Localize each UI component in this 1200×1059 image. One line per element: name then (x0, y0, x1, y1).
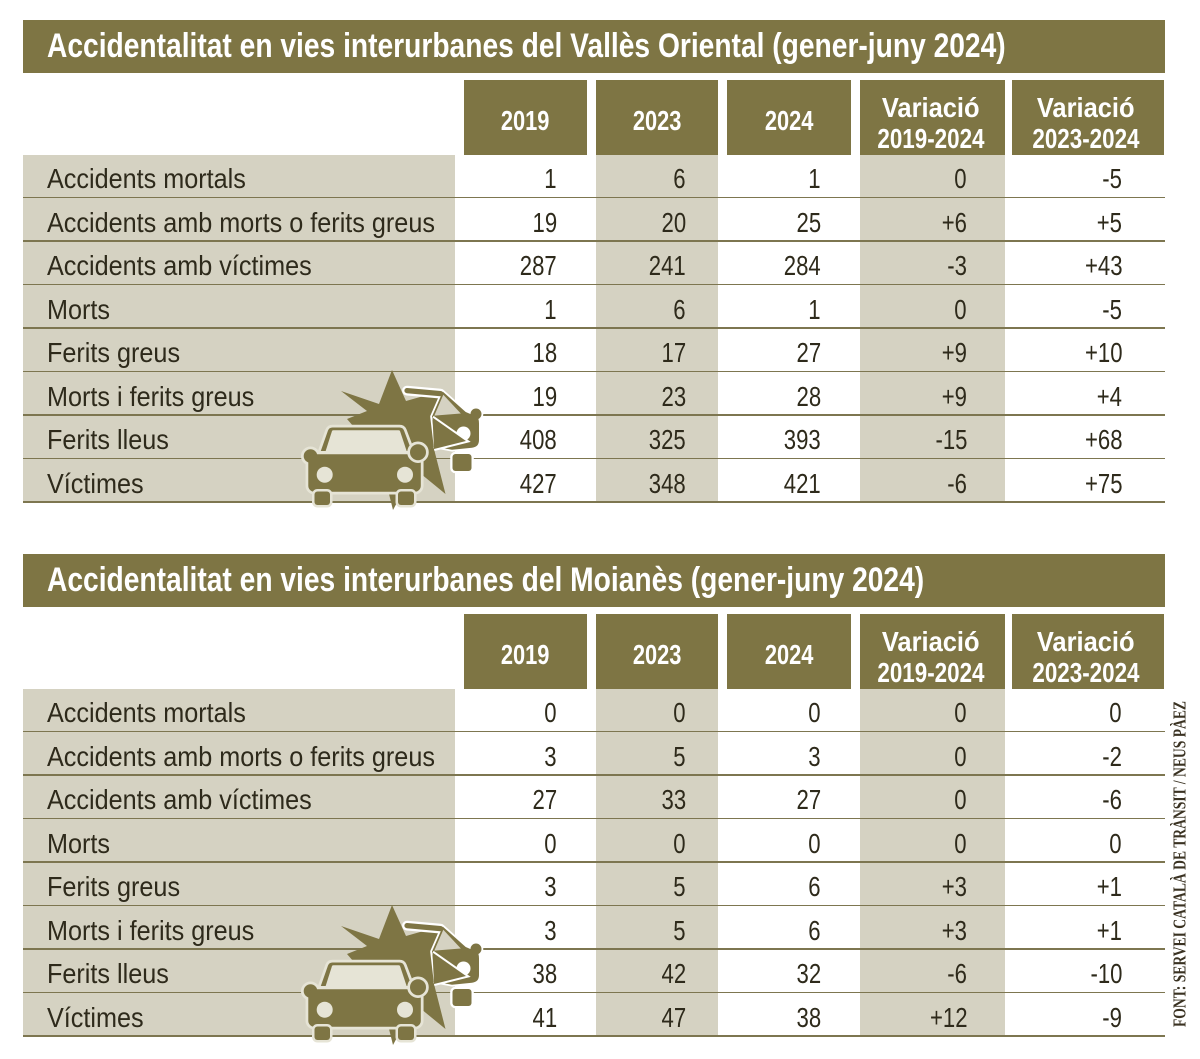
svg-text:FONT: SERVEI CATALÀ DE TRÀNSIT: FONT: SERVEI CATALÀ DE TRÀNSIT / NEUS PÀ… (1169, 701, 1190, 1027)
